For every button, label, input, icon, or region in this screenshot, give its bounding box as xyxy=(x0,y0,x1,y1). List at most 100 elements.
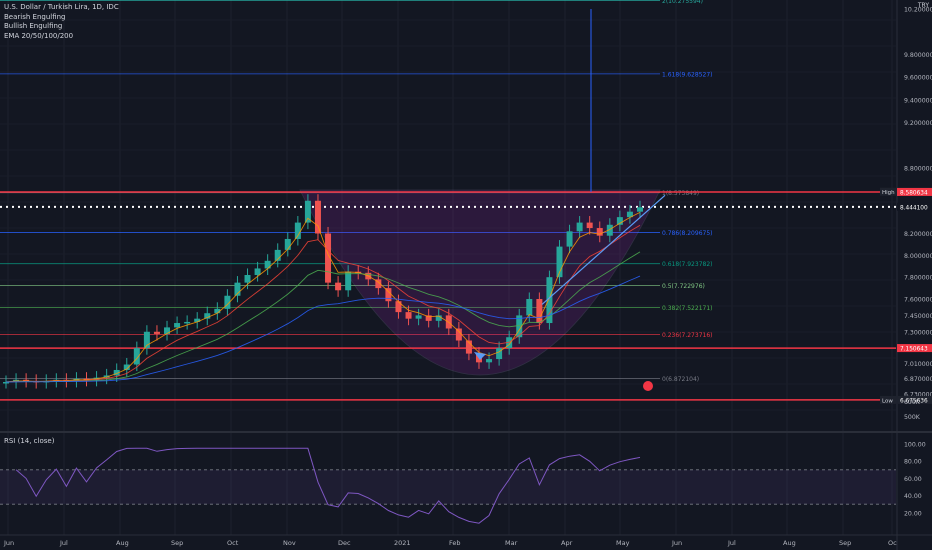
candle-body xyxy=(123,364,130,370)
rsi-line xyxy=(15,447,641,524)
price-axis-tick: 6.730000 xyxy=(904,392,932,399)
candle-body xyxy=(637,207,643,212)
candle-body xyxy=(435,315,442,321)
price-tag-label-bg xyxy=(880,395,896,404)
candle-body xyxy=(546,277,553,324)
candle-body xyxy=(626,211,633,218)
time-axis-label: Sep xyxy=(171,539,183,547)
price-axis-tick: 7.450000 xyxy=(904,313,932,320)
candle-body xyxy=(375,279,382,289)
candle-body xyxy=(335,282,342,291)
time-axis-label: Mar xyxy=(505,539,518,547)
indicator-bearish-engulfing: Bearish Engulfing xyxy=(4,12,66,21)
price-axis-tick: 7.010000 xyxy=(904,361,932,368)
rsi-legend: RSI (14, close) xyxy=(4,437,55,445)
time-axis-label: Aug xyxy=(783,539,796,547)
candle-body xyxy=(204,313,211,319)
fib-level-label: 0.5(7.722976) xyxy=(662,283,705,290)
candle-body xyxy=(576,222,583,232)
fib-level-label: 0.786(8.209675) xyxy=(662,230,713,237)
price-axis-tick: 9.600000 xyxy=(904,75,932,82)
candle-body xyxy=(224,295,231,309)
candle-body xyxy=(385,288,392,302)
price-tag-bg xyxy=(897,344,932,353)
candle-body xyxy=(244,274,251,283)
price-axis-tick: 7.800000 xyxy=(904,275,932,282)
candle-body xyxy=(164,327,171,334)
candle-body xyxy=(184,321,191,324)
candle-body xyxy=(274,249,281,261)
ema-line xyxy=(5,251,641,383)
candle-body xyxy=(536,299,543,324)
indicator-ema: EMA 20/50/100/200 xyxy=(4,31,74,40)
fib-level-label: 2(10.275594) xyxy=(662,0,703,5)
candle-body xyxy=(455,328,462,341)
ema-line xyxy=(5,211,641,383)
time-axis-label: Dec xyxy=(338,539,351,547)
candle-body xyxy=(556,246,563,278)
rsi-axis-tick: 100.00 xyxy=(904,442,926,449)
price-tag-bg xyxy=(897,187,932,196)
time-axis-label: May xyxy=(616,539,630,547)
price-axis-tick: 9.800000 xyxy=(904,52,932,59)
trend-line xyxy=(541,194,666,305)
candle-body xyxy=(586,222,593,229)
time-axis-label: Jun xyxy=(671,539,682,547)
price-axis-tick: 7.300000 xyxy=(904,329,932,336)
candle-body xyxy=(264,260,271,269)
currency-label: TRY xyxy=(917,2,929,9)
time-axis-label: Feb xyxy=(449,539,461,547)
price-tag-label-bg xyxy=(880,187,896,196)
candle-body xyxy=(314,200,321,234)
price-tag-label: High xyxy=(882,190,895,196)
time-axis-label: Aug xyxy=(116,539,129,547)
candle-body xyxy=(526,299,533,316)
ema-line xyxy=(5,275,641,383)
time-axis-label: Apr xyxy=(561,539,573,547)
fib-level-label: 1(8.573849) xyxy=(662,190,699,197)
candle-body xyxy=(194,318,201,322)
rsi-axis-tick: 40.00 xyxy=(904,493,922,500)
candle-body xyxy=(616,217,623,225)
rsi-axis-tick: 60.00 xyxy=(904,476,922,483)
rsi-axis-tick: 80.00 xyxy=(904,459,922,466)
time-axis-label: Jun xyxy=(3,539,14,547)
rsi-band xyxy=(0,469,896,505)
candle-body xyxy=(103,375,110,378)
rsi-axis-tick: 20.00 xyxy=(904,510,922,517)
fib-level-label: 0.236(7.273716) xyxy=(662,332,713,339)
price-axis-tick: 10.200000 xyxy=(904,7,932,14)
candle-body xyxy=(596,228,603,236)
arrow-marker-icon xyxy=(474,352,486,360)
price-axis-tick: 8.000000 xyxy=(904,253,932,260)
fib-level-label: 0.618(7.923782) xyxy=(662,261,713,268)
candle-body xyxy=(3,381,9,384)
candle-body xyxy=(486,359,493,363)
candle-body xyxy=(405,312,412,319)
candle-body xyxy=(566,231,573,247)
price-tag-label: Low xyxy=(882,398,893,404)
candle-body xyxy=(345,271,352,291)
price-tag-value: 8.580634 xyxy=(900,190,928,196)
candle-body xyxy=(395,301,402,313)
price-axis-tick: 9.400000 xyxy=(904,97,932,104)
candle-body xyxy=(214,308,221,314)
price-axis-tick: 7.600000 xyxy=(904,297,932,304)
candle-body xyxy=(415,315,422,319)
indicator-bullish-engulfing: Bullish Engulfing xyxy=(4,22,63,30)
price-tag-bg xyxy=(897,202,932,211)
candle-body xyxy=(234,282,241,296)
candle-body xyxy=(143,331,150,349)
price-tag-value: 6.675636 xyxy=(900,398,928,404)
candle-body xyxy=(606,224,613,236)
candle-body xyxy=(153,331,160,334)
price-tag-value: 8.444100 xyxy=(900,205,928,211)
candle-body xyxy=(294,222,301,239)
price-axis-tick: 6.870000 xyxy=(904,376,932,383)
candle-body xyxy=(254,268,261,275)
price-tag-value: 7.150643 xyxy=(900,347,928,353)
price-tag-bg xyxy=(897,395,932,404)
price-axis-tick: 8.200000 xyxy=(904,231,932,238)
candle-body xyxy=(133,348,140,365)
